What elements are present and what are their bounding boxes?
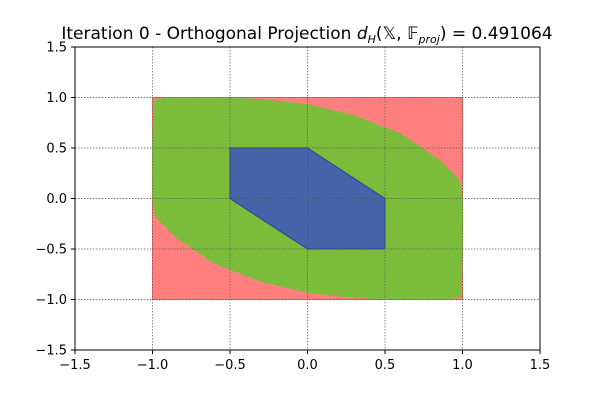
- y-tick-label-0: −1.5: [35, 344, 67, 359]
- x-tick-label-3: 0.0: [297, 358, 318, 373]
- x-tick-label-0: −1.5: [59, 358, 91, 373]
- title-math-close: ): [440, 24, 447, 44]
- y-tick-label-5: 1.0: [46, 91, 67, 106]
- x-tick-label-4: 0.5: [375, 358, 396, 373]
- title-math-f: 𝔽: [407, 24, 418, 44]
- y-tick-label-3: 0.0: [46, 192, 67, 207]
- ticks-layer: −1.5 −1.0 −0.5 0.0 0.5 1.0 1.5 −1.5 −1.0 −0.5 0.0 0…: [35, 41, 550, 374]
- grid-layer: [74, 46, 541, 351]
- title-math-d: d: [357, 24, 368, 44]
- chart-title: Iteration 0 - Orthogonal Projection dH(𝕏…: [61, 24, 552, 46]
- title-math-x: 𝕏: [383, 24, 397, 44]
- y-tick-label-1: −1.0: [35, 293, 67, 308]
- x-tick-label-2: −0.5: [214, 358, 246, 373]
- title-math-comma: ,: [396, 24, 407, 44]
- x-tick-label-6: 1.5: [530, 358, 551, 373]
- title-math-sub-h: H: [368, 33, 376, 46]
- title-prefix: Iteration 0 - Orthogonal Projection: [61, 24, 356, 44]
- title-math-sub-proj: proj: [418, 33, 441, 46]
- x-tick-label-5: 1.0: [452, 358, 473, 373]
- y-tick-label-2: −0.5: [35, 243, 67, 258]
- title-math-open: (: [376, 24, 383, 44]
- y-tick-label-4: 0.5: [46, 142, 67, 157]
- y-tick-label-6: 1.5: [46, 41, 67, 56]
- x-tick-label-1: −1.0: [137, 358, 169, 373]
- title-value: = 0.491064: [446, 24, 552, 44]
